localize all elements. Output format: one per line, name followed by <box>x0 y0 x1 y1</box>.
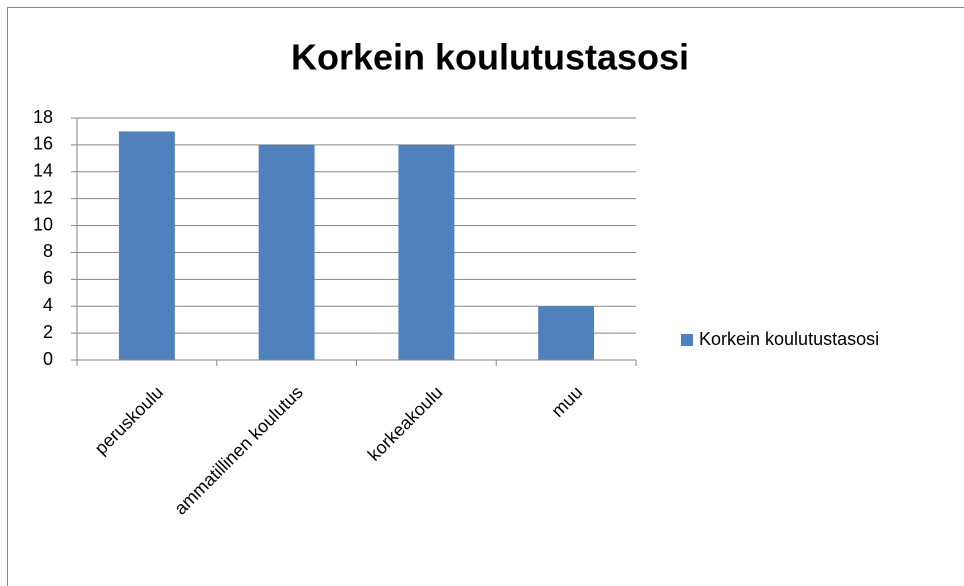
y-tick-label: 4 <box>43 295 53 315</box>
y-tick-label: 8 <box>43 241 53 261</box>
chart-title: Korkein koulutustasosi <box>291 37 689 78</box>
y-tick-label: 18 <box>33 107 53 127</box>
y-tick-label: 14 <box>33 161 53 181</box>
y-tick-label: 16 <box>33 134 53 154</box>
bar <box>538 306 595 360</box>
y-tick-label: 12 <box>33 187 53 207</box>
legend-label: Korkein koulutustasosi <box>699 329 879 349</box>
bar <box>118 131 175 360</box>
y-tick-label: 0 <box>43 349 53 369</box>
y-tick-label: 6 <box>43 268 53 288</box>
bar <box>258 144 315 360</box>
y-tick-label: 2 <box>43 322 53 342</box>
bar <box>398 144 455 360</box>
legend-swatch <box>681 334 693 346</box>
y-tick-label: 10 <box>33 214 53 234</box>
